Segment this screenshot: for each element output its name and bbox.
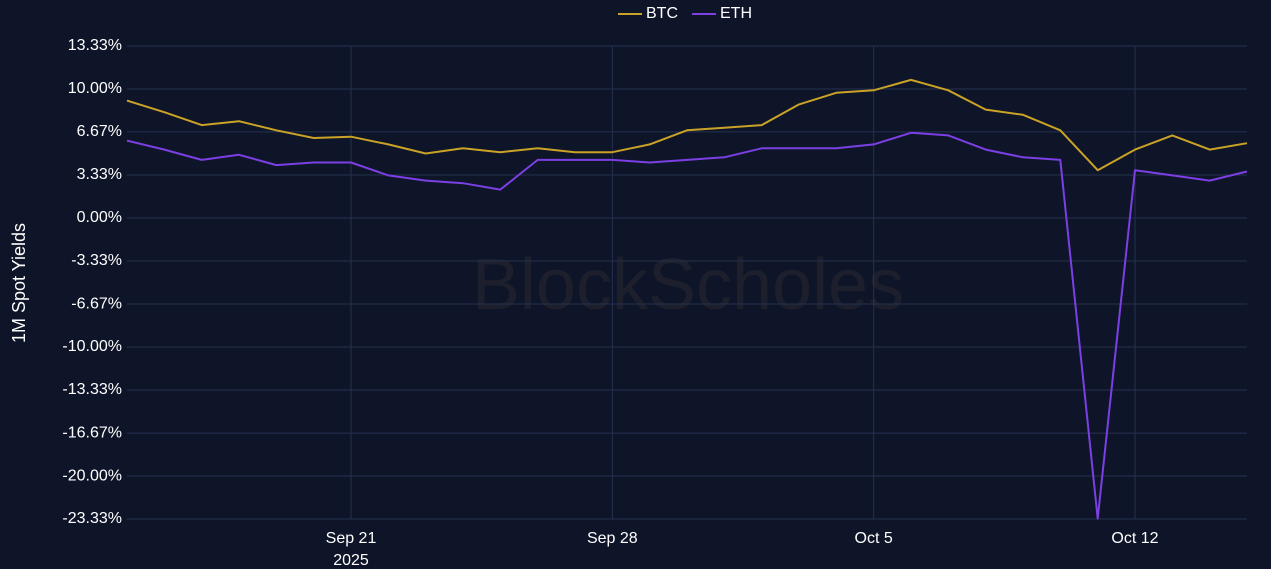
y-tick-label: 10.00% <box>68 80 122 97</box>
y-tick-label: -13.33% <box>62 381 122 398</box>
y-tick-label: -10.00% <box>62 338 122 355</box>
y-tick-label: -3.33% <box>71 252 122 269</box>
y-tick-label: 0.00% <box>77 209 122 226</box>
legend-label: BTC <box>646 5 678 22</box>
y-tick-label: -20.00% <box>62 467 122 484</box>
x-tick-label: Oct 12 <box>1111 530 1158 547</box>
x-year-label: 2025 <box>333 552 369 569</box>
y-tick-label: 13.33% <box>68 37 122 54</box>
y-tick-label: -6.67% <box>71 295 122 312</box>
watermark: BlockScholes <box>472 245 904 325</box>
series-line <box>126 131 1248 520</box>
y-tick-label: -16.67% <box>62 424 122 441</box>
grid <box>127 45 1247 520</box>
x-tick-label: Sep 28 <box>587 530 638 547</box>
y-tick-label: -23.33% <box>62 510 122 527</box>
legend-label: ETH <box>720 5 752 22</box>
x-tick-label: Sep 21 <box>326 530 377 547</box>
y-tick-label: 6.67% <box>77 123 122 140</box>
x-tick-label: Oct 5 <box>855 530 893 547</box>
series-line <box>126 78 1248 172</box>
y-axis-title: 1M Spot Yields <box>9 223 29 343</box>
y-tick-label: 3.33% <box>77 166 122 183</box>
